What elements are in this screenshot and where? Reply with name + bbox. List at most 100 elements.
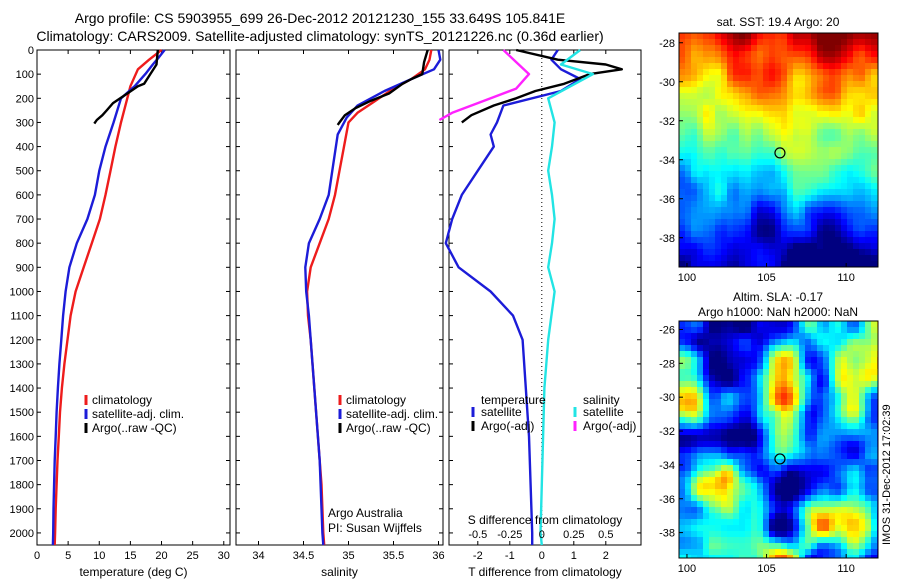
map-cell [703,369,710,376]
map-cell [853,51,860,58]
map-cell [709,189,716,196]
map-cell [817,195,824,202]
map-cell [811,45,818,52]
map-cell [679,333,686,340]
map-cell [727,369,734,376]
map-cell [745,477,752,484]
map-cell [811,87,818,94]
map-cell [787,255,794,262]
map-cell [775,201,782,208]
map-cell [847,327,854,334]
map-cell [871,519,878,526]
map-cell [853,177,860,184]
map-cell [703,213,710,220]
map-cell [751,429,758,436]
map-cell [691,369,698,376]
map-cell [835,459,842,466]
map-cell [865,549,872,556]
map-cell [745,345,752,352]
map-cell [799,147,806,154]
map-cell [853,105,860,112]
map-cell [871,375,878,382]
map-cell [865,69,872,76]
map-cell [847,543,854,550]
map-cell [799,441,806,448]
map-cell [829,225,836,232]
map-cell [697,153,704,160]
map-cell [721,453,728,460]
map-cell [727,231,734,238]
map-cell [739,51,746,58]
map-cell [859,177,866,184]
map-cell [781,513,788,520]
map-cell [811,219,818,226]
map-cell [853,183,860,190]
map-cell [823,357,830,364]
map-cell [709,87,716,94]
map-cell [781,39,788,46]
map-cell [763,207,770,214]
map-cell [721,357,728,364]
map-cell [787,231,794,238]
map-cell [739,165,746,172]
map-cell [715,171,722,178]
map-cell [769,69,776,76]
map-cell [703,321,710,328]
map-cell [835,63,842,70]
map-cell [841,189,848,196]
map-cell [727,159,734,166]
map-cell [769,171,776,178]
map-cell [817,135,824,142]
argo-position-marker [774,453,786,465]
map-cell [757,369,764,376]
map-cell [727,525,734,532]
map-cell [703,357,710,364]
map-cell [745,363,752,370]
legend-label: Argo(-adj) [481,419,534,433]
map-cell [745,255,752,262]
map-cell [733,225,740,232]
map-cell [691,519,698,526]
map-cell [871,39,878,46]
map-cell [829,363,836,370]
x-tick-label: 36 [432,550,444,562]
map-cells [679,321,879,559]
map-y-tick-label: -30 [659,77,675,89]
x-axis-label: salinity [321,565,358,579]
map-cell [751,189,758,196]
map-cell [685,33,692,40]
map-cell [739,417,746,424]
map-cell [829,381,836,388]
map-cell [805,387,812,394]
map-cell [709,111,716,118]
map-cell [781,477,788,484]
map-cell [709,183,716,190]
map-cell [781,321,788,328]
map-cell [853,459,860,466]
map-cell [871,459,878,466]
map-cell [835,405,842,412]
map-cell [739,381,746,388]
map-cell [823,201,830,208]
map-cell [691,321,698,328]
map-cell [829,75,836,82]
map-cell [817,417,824,424]
map-cell [841,357,848,364]
map-cell [721,525,728,532]
map-cell [799,483,806,490]
map-cell [787,99,794,106]
map-cell [739,525,746,532]
map-cell [853,225,860,232]
map-cell [829,81,836,88]
map-cell [799,465,806,472]
map-cell [703,495,710,502]
map-cell [769,105,776,112]
map-cell [733,369,740,376]
map-cell [715,537,722,544]
map-cell [685,141,692,148]
map-cell [721,423,728,430]
map-cell [853,465,860,472]
map-cell [709,345,716,352]
map-cell [691,129,698,136]
map-cell [787,57,794,64]
